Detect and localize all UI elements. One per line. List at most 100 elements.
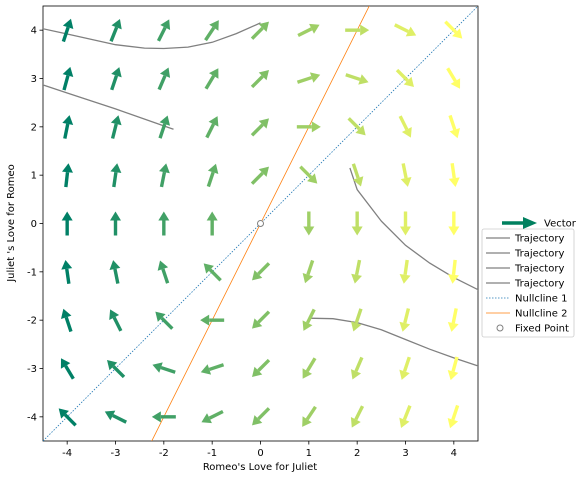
legend-label: Nullcline 2 (515, 309, 567, 320)
arrow-head (302, 320, 313, 331)
arrow-head (111, 67, 122, 78)
arrow-head (351, 321, 362, 332)
vector-arrow (302, 308, 316, 331)
arrow-head (452, 28, 463, 39)
arrow-shaft (402, 356, 411, 372)
arrow-shaft (402, 405, 412, 421)
arrow-head (449, 127, 460, 139)
legend-entry: Trajectory (486, 249, 564, 260)
arrow-shaft (64, 365, 75, 380)
vector-arrow (347, 117, 366, 136)
x-axis-ticks: -4 -3 -2 -1 0 1 2 3 4 (62, 441, 457, 459)
nullcline-line-6 (151, 6, 370, 441)
vector-arrow (351, 211, 363, 236)
x-tick-label: 2 (354, 448, 360, 459)
arrow-shaft (305, 308, 316, 324)
vector-arrow (107, 360, 126, 379)
arrow-head (448, 226, 460, 236)
arrow-shaft (160, 365, 176, 374)
vector-arrow (58, 408, 77, 427)
legend-entry: Fixed Point (496, 324, 569, 335)
vector-arrow (157, 260, 170, 284)
arrow-head (399, 417, 410, 428)
arrow-head (309, 72, 321, 83)
arrow-shaft (451, 356, 459, 372)
arrow-head (206, 211, 218, 221)
vector-arrow (395, 68, 414, 87)
arrow-head (358, 74, 369, 85)
vector-arrow (62, 163, 73, 188)
arrow-head (399, 274, 411, 284)
x-tick-label: 3 (402, 448, 408, 459)
arrow-shaft (206, 171, 215, 188)
legend-vector-head (523, 217, 537, 229)
arrow-head (151, 411, 161, 423)
arrow-head (400, 226, 411, 236)
arrow-head (155, 311, 166, 322)
vector-arrow (110, 67, 122, 91)
arrow-shaft (208, 363, 225, 372)
x-tick-label: -2 (159, 448, 169, 459)
arrow-shaft (156, 26, 167, 42)
vector-arrow (400, 163, 412, 187)
vector-arrow (200, 363, 225, 375)
x-tick-label: 0 (257, 448, 263, 459)
x-axis-label: Romeo's Love for Juliet (203, 462, 317, 473)
arrow-head (60, 358, 71, 369)
vector-arrow (61, 308, 73, 333)
arrow-shaft (403, 308, 411, 324)
y-axis-ticks: -4 -3 -2 -1 0 1 2 3 4 (27, 26, 43, 423)
arrow-head (258, 118, 269, 129)
lines-layer (43, 6, 478, 441)
arrow-head (351, 273, 362, 284)
vector-arrow (351, 308, 363, 332)
arrow-shaft (112, 413, 127, 424)
vector-arrow (448, 259, 459, 284)
vector-arrow (158, 115, 170, 139)
vector-arrow (104, 410, 127, 424)
legend-entry: Trajectory (486, 264, 564, 275)
arrow-head (158, 211, 170, 221)
vector-arrow (303, 211, 315, 236)
arrow-head (355, 125, 366, 136)
legend-entry: Nullcline 1 (486, 294, 567, 305)
vector-arrow (109, 260, 121, 284)
arrow-shaft (444, 20, 458, 34)
vector-arrow (400, 211, 411, 236)
vector-arrow (62, 66, 74, 91)
trajectory-line-3 (349, 167, 478, 291)
arrow-shaft (250, 26, 264, 40)
legend-marker (496, 324, 504, 332)
arrow-shaft (63, 413, 77, 427)
vector-arrow (448, 211, 460, 236)
arrow-shaft (208, 409, 224, 420)
arrow-shaft (451, 404, 460, 421)
x-tick-label: -1 (207, 448, 217, 459)
arrow-head (107, 360, 118, 371)
vector-arrow (60, 358, 75, 380)
vector-arrow (110, 163, 122, 188)
arrow-shaft (62, 75, 70, 91)
legend-entry: Nullcline 2 (486, 309, 567, 320)
vector-arrow (350, 356, 364, 380)
arrow-shaft (109, 26, 119, 42)
arrow-head (62, 115, 74, 125)
y-tick-label: 4 (31, 26, 37, 37)
arrow-shaft (451, 259, 457, 276)
arrow-head (61, 308, 72, 320)
arrow-shaft (398, 115, 409, 131)
arrow-head (110, 211, 121, 221)
x-tick-label: 4 (451, 448, 457, 459)
vector-arrow (155, 311, 174, 330)
vector-arrow (204, 20, 219, 42)
arrow-shaft (64, 316, 73, 333)
arrow-head (450, 78, 461, 89)
arrow-shaft (110, 75, 119, 91)
arrow-shaft (61, 26, 70, 43)
arrow-head (302, 416, 312, 427)
arrow-shaft (305, 405, 317, 421)
arrow-head (448, 274, 459, 284)
arrow-head (350, 417, 361, 428)
arrow-shaft (160, 316, 174, 330)
vector-arrows (58, 18, 463, 429)
